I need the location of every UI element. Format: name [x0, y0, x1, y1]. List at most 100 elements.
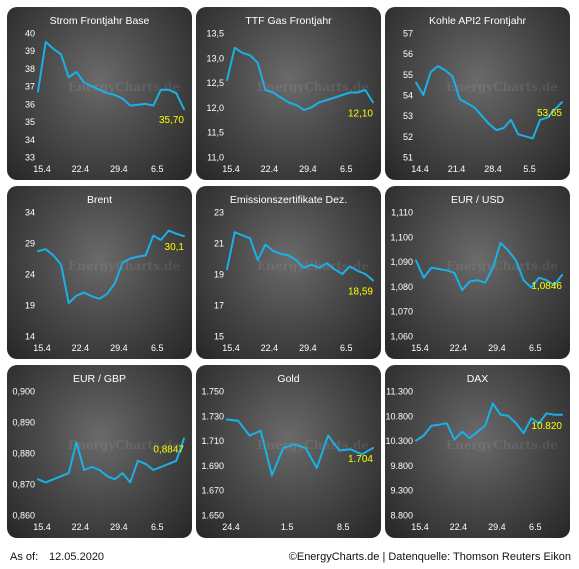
x-tick-label: 6.5: [340, 164, 353, 174]
x-tick-label: 24.4: [222, 522, 240, 532]
x-tick-label: 5.5: [523, 164, 536, 174]
watermark-text: EnergyCharts.de: [446, 438, 558, 452]
chart-panel: TTF Gas Frontjahr EnergyCharts.de 13,5 13,0…: [196, 7, 381, 180]
y-tick-label: 34: [25, 135, 35, 145]
chart-svg: Kohle API2 Frontjahr EnergyCharts.de 57 56 5…: [403, 15, 563, 174]
y-tick-label: 17: [214, 301, 224, 311]
x-tick-label: 22.4: [261, 343, 279, 353]
chart-panel: EUR / USD EnergyCharts.de 1,110 1,100 1,090 1…: [385, 186, 570, 359]
y-tick-label: 1,080: [390, 282, 413, 292]
chart-grid: Strom Frontjahr Base EnergyCharts.de 40 39 3…: [7, 7, 570, 538]
x-tick-label: 15.4: [33, 343, 51, 353]
x-tick-label: 6.5: [151, 522, 164, 532]
y-tick-label: 11,0: [207, 153, 224, 163]
x-tick-label: 29.4: [110, 164, 128, 174]
x-tick-label: 22.4: [261, 164, 279, 174]
series-line: [37, 229, 185, 305]
chart-svg: EUR / USD EnergyCharts.de 1,110 1,100 1,090 1…: [390, 194, 563, 353]
y-tick-label: 33: [25, 153, 35, 163]
y-tick-label: 52: [403, 132, 413, 142]
y-tick-label: 57: [403, 29, 413, 39]
chart-title: TTF Gas Frontjahr: [245, 15, 332, 27]
last-value-label: 10.820: [531, 421, 562, 432]
y-tick-label: 51: [403, 153, 413, 163]
last-value-label: 35,70: [159, 115, 184, 126]
y-tick-label: 19: [25, 301, 35, 311]
y-tick-label: 56: [403, 49, 413, 59]
x-tick-label: 22.4: [450, 522, 468, 532]
y-tick-label: 0,890: [12, 418, 35, 428]
y-tick-label: 53: [403, 111, 413, 121]
y-tick-label: 39: [25, 46, 35, 56]
x-tick-label: 29.4: [299, 164, 317, 174]
y-tick-label: 9.300: [390, 486, 413, 496]
x-tick-label: 28.4: [484, 164, 502, 174]
chart-svg: Gold EnergyCharts.de 1.750 1.730 1.710 1.690 1…: [201, 373, 374, 532]
y-tick-label: 1.710: [201, 436, 224, 446]
last-value-label: 1.704: [348, 454, 373, 465]
chart-panel: Gold EnergyCharts.de 1.750 1.730 1.710 1.690 1…: [196, 365, 381, 538]
y-tick-label: 1,060: [390, 332, 413, 342]
y-tick-label: 24: [25, 270, 35, 280]
chart-svg: DAX EnergyCharts.de 11.300 10.800 10.300 9.80…: [385, 373, 563, 532]
watermark-text: EnergyCharts.de: [68, 80, 180, 94]
chart-svg: TTF Gas Frontjahr EnergyCharts.de 13,5 13,0…: [206, 15, 374, 174]
x-tick-label: 15.4: [411, 522, 429, 532]
chart-panel: Brent EnergyCharts.de 34 29 24 19 14 15.4 22.4 29…: [7, 186, 192, 359]
y-tick-label: 21: [214, 239, 224, 249]
x-tick-label: 6.5: [151, 164, 164, 174]
y-tick-label: 13,5: [206, 29, 224, 39]
watermark-text: EnergyCharts.de: [68, 438, 180, 452]
last-value-label: 18,59: [348, 286, 373, 297]
x-tick-label: 29.4: [110, 343, 128, 353]
y-tick-label: 37: [25, 82, 35, 92]
series-line: [226, 231, 374, 282]
y-tick-label: 0,880: [12, 449, 35, 459]
y-tick-label: 9.800: [390, 461, 413, 471]
y-tick-label: 10.300: [385, 436, 413, 446]
series-line: [415, 65, 563, 140]
x-tick-label: 22.4: [450, 343, 468, 353]
as-of-label: As of:: [10, 551, 39, 563]
chart-title: EUR / USD: [451, 194, 505, 206]
x-tick-label: 29.4: [488, 522, 506, 532]
last-value-label: 53,65: [537, 108, 562, 119]
x-tick-label: 15.4: [411, 343, 429, 353]
chart-panel: Emissionszertifikate Dez. EnergyCharts.de…: [196, 186, 381, 359]
series-line: [37, 40, 185, 111]
chart-title: EUR / GBP: [73, 373, 126, 385]
watermark-text: EnergyCharts.de: [68, 259, 180, 273]
x-tick-label: 14.4: [411, 164, 429, 174]
x-tick-label: 29.4: [488, 343, 506, 353]
y-tick-label: 35: [25, 117, 35, 127]
x-tick-label: 1.5: [281, 522, 294, 532]
y-tick-label: 54: [403, 91, 413, 101]
chart-svg: Strom Frontjahr Base EnergyCharts.de 40 39 3…: [25, 15, 185, 174]
watermark-text: EnergyCharts.de: [257, 438, 369, 452]
y-tick-label: 0,870: [12, 480, 35, 490]
series-line: [226, 46, 374, 111]
x-tick-label: 15.4: [33, 522, 51, 532]
x-tick-label: 6.5: [529, 522, 542, 532]
chart-panel: DAX EnergyCharts.de 11.300 10.800 10.300 9.80…: [385, 365, 570, 538]
y-tick-label: 38: [25, 64, 35, 74]
chart-svg: EUR / GBP EnergyCharts.de 0,900 0,890 0,880 0…: [12, 373, 185, 532]
y-tick-label: 1.650: [201, 511, 224, 521]
chart-svg: Emissionszertifikate Dez.EnergyCharts.de…: [214, 194, 374, 353]
x-tick-label: 6.5: [529, 343, 542, 353]
x-tick-label: 29.4: [299, 343, 317, 353]
y-tick-label: 34: [25, 208, 35, 218]
y-tick-label: 0,900: [12, 387, 35, 397]
x-tick-label: 15.4: [222, 164, 240, 174]
last-value-label: 12,10: [348, 108, 373, 119]
chart-title: DAX: [467, 373, 489, 385]
chart-title: Emissionszertifikate Dez.: [230, 194, 347, 206]
y-tick-label: 1.690: [201, 461, 224, 471]
x-tick-label: 29.4: [110, 522, 128, 532]
x-tick-label: 6.5: [151, 343, 164, 353]
series-line: [37, 437, 185, 484]
x-tick-label: 6.5: [340, 343, 353, 353]
y-tick-label: 1,110: [391, 208, 413, 218]
y-tick-label: 14: [25, 332, 35, 342]
